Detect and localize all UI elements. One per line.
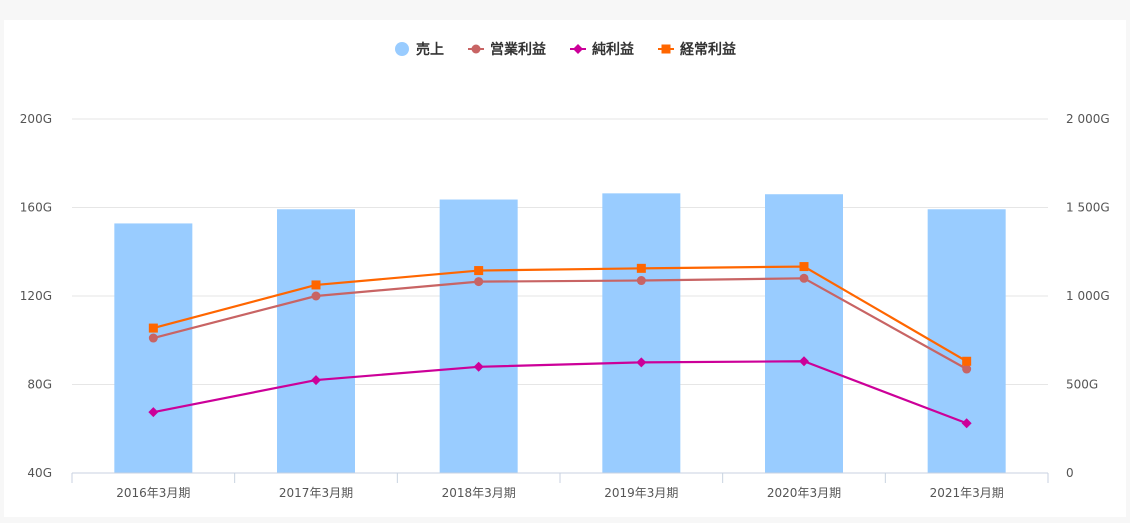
data-point <box>799 262 809 272</box>
y-right-tick-label: 2 000G <box>1066 112 1110 126</box>
series-line <box>153 360 968 425</box>
y-left-tick-label: 200G <box>20 112 52 126</box>
y-right-tick-label: 1 500G <box>1066 201 1110 215</box>
bar <box>114 223 193 473</box>
data-point <box>471 44 481 54</box>
x-tick-label: 2021年3月期 <box>930 486 1004 500</box>
x-tick-label: 2017年3月期 <box>279 486 353 500</box>
axis-layer: 200G 2 000G 160G 1 500G 120G 1 000G 80G 500G 40G… <box>20 112 1110 500</box>
series-line <box>153 265 968 363</box>
data-point <box>311 375 321 386</box>
x-tick-label: 2019年3月期 <box>604 486 678 500</box>
y-right-tick-label: 1 000G <box>1066 289 1110 303</box>
chart-svg: 200G 2 000G 160G 1 500G 120G 1 000G 80G 500G 40G… <box>20 41 1110 500</box>
data-point <box>311 291 321 301</box>
y-left-tick-label: 40G <box>27 466 52 480</box>
data-point <box>474 266 484 276</box>
bar <box>927 209 1006 473</box>
x-tick-label: 2020年3月期 <box>767 486 841 500</box>
bar <box>765 194 843 473</box>
chart-card: 200G 2 000G 160G 1 500G 120G 1 000G 80G 500G 40G… <box>4 20 1126 517</box>
y-right-tick-label: 500G <box>1066 378 1098 392</box>
legend-label: 経常利益 <box>680 41 736 58</box>
data-point <box>573 44 583 54</box>
data-point <box>799 356 809 367</box>
legend-label: 営業利益 <box>490 41 546 58</box>
data-point <box>474 277 484 287</box>
data-point <box>311 280 321 290</box>
data-point <box>148 333 158 343</box>
legend-label: 売上 <box>416 41 444 58</box>
data-point <box>636 357 647 368</box>
data-point <box>961 418 972 429</box>
y-left-tick-label: 80G <box>27 378 52 392</box>
legend-label: 純利益 <box>592 41 634 58</box>
y-left-tick-label: 160G <box>20 201 52 215</box>
y-right-tick-label: 0 <box>1066 466 1074 480</box>
grid-layer <box>72 118 1048 385</box>
data-point <box>636 263 646 273</box>
y-left-tick-label: 120G <box>20 289 52 303</box>
bar-layer <box>114 193 1006 473</box>
bar <box>439 199 518 473</box>
legend: 売上 営業利益 純利益 経常利益 <box>395 41 736 58</box>
data-point <box>473 361 484 372</box>
data-point <box>636 276 646 286</box>
x-tick-label: 2016年3月期 <box>116 486 190 500</box>
data-point <box>661 44 671 54</box>
bar <box>277 209 355 473</box>
line-layer <box>148 262 972 429</box>
data-point <box>148 323 158 333</box>
series-line <box>153 277 968 370</box>
x-tick-label: 2018年3月期 <box>442 486 516 500</box>
data-point <box>962 356 972 366</box>
data-point <box>148 407 159 418</box>
bar <box>602 193 681 473</box>
data-point <box>799 273 809 283</box>
data-point <box>962 364 972 374</box>
legend-symbol <box>395 42 409 56</box>
